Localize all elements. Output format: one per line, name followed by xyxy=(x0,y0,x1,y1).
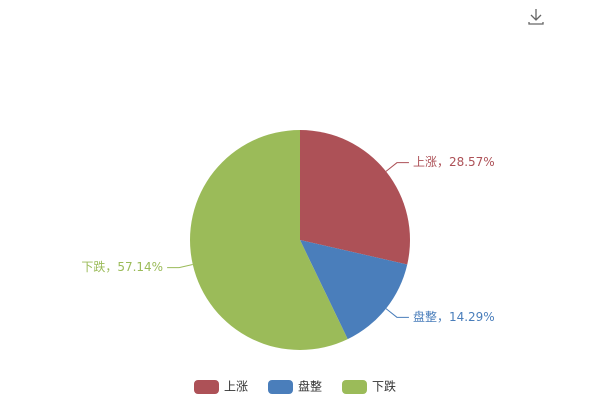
label-line xyxy=(385,308,409,318)
pie-slice xyxy=(189,130,348,350)
data-label: 上涨，28.57% xyxy=(413,154,495,169)
pie-slice xyxy=(300,240,408,340)
label-line xyxy=(167,263,193,269)
legend-swatch xyxy=(268,380,293,394)
data-label: 盘整，14.29% xyxy=(413,309,495,324)
label-line xyxy=(385,162,409,172)
data-label: 下跌，57.14% xyxy=(81,259,163,274)
legend-label: 下跌 xyxy=(372,379,396,394)
legend-swatch xyxy=(194,380,219,394)
pie-slice xyxy=(300,130,410,265)
download-button[interactable] xyxy=(528,9,544,25)
legend-label: 上涨 xyxy=(224,379,248,394)
legend-swatch xyxy=(342,380,367,394)
legend-label: 盘整 xyxy=(298,379,322,394)
